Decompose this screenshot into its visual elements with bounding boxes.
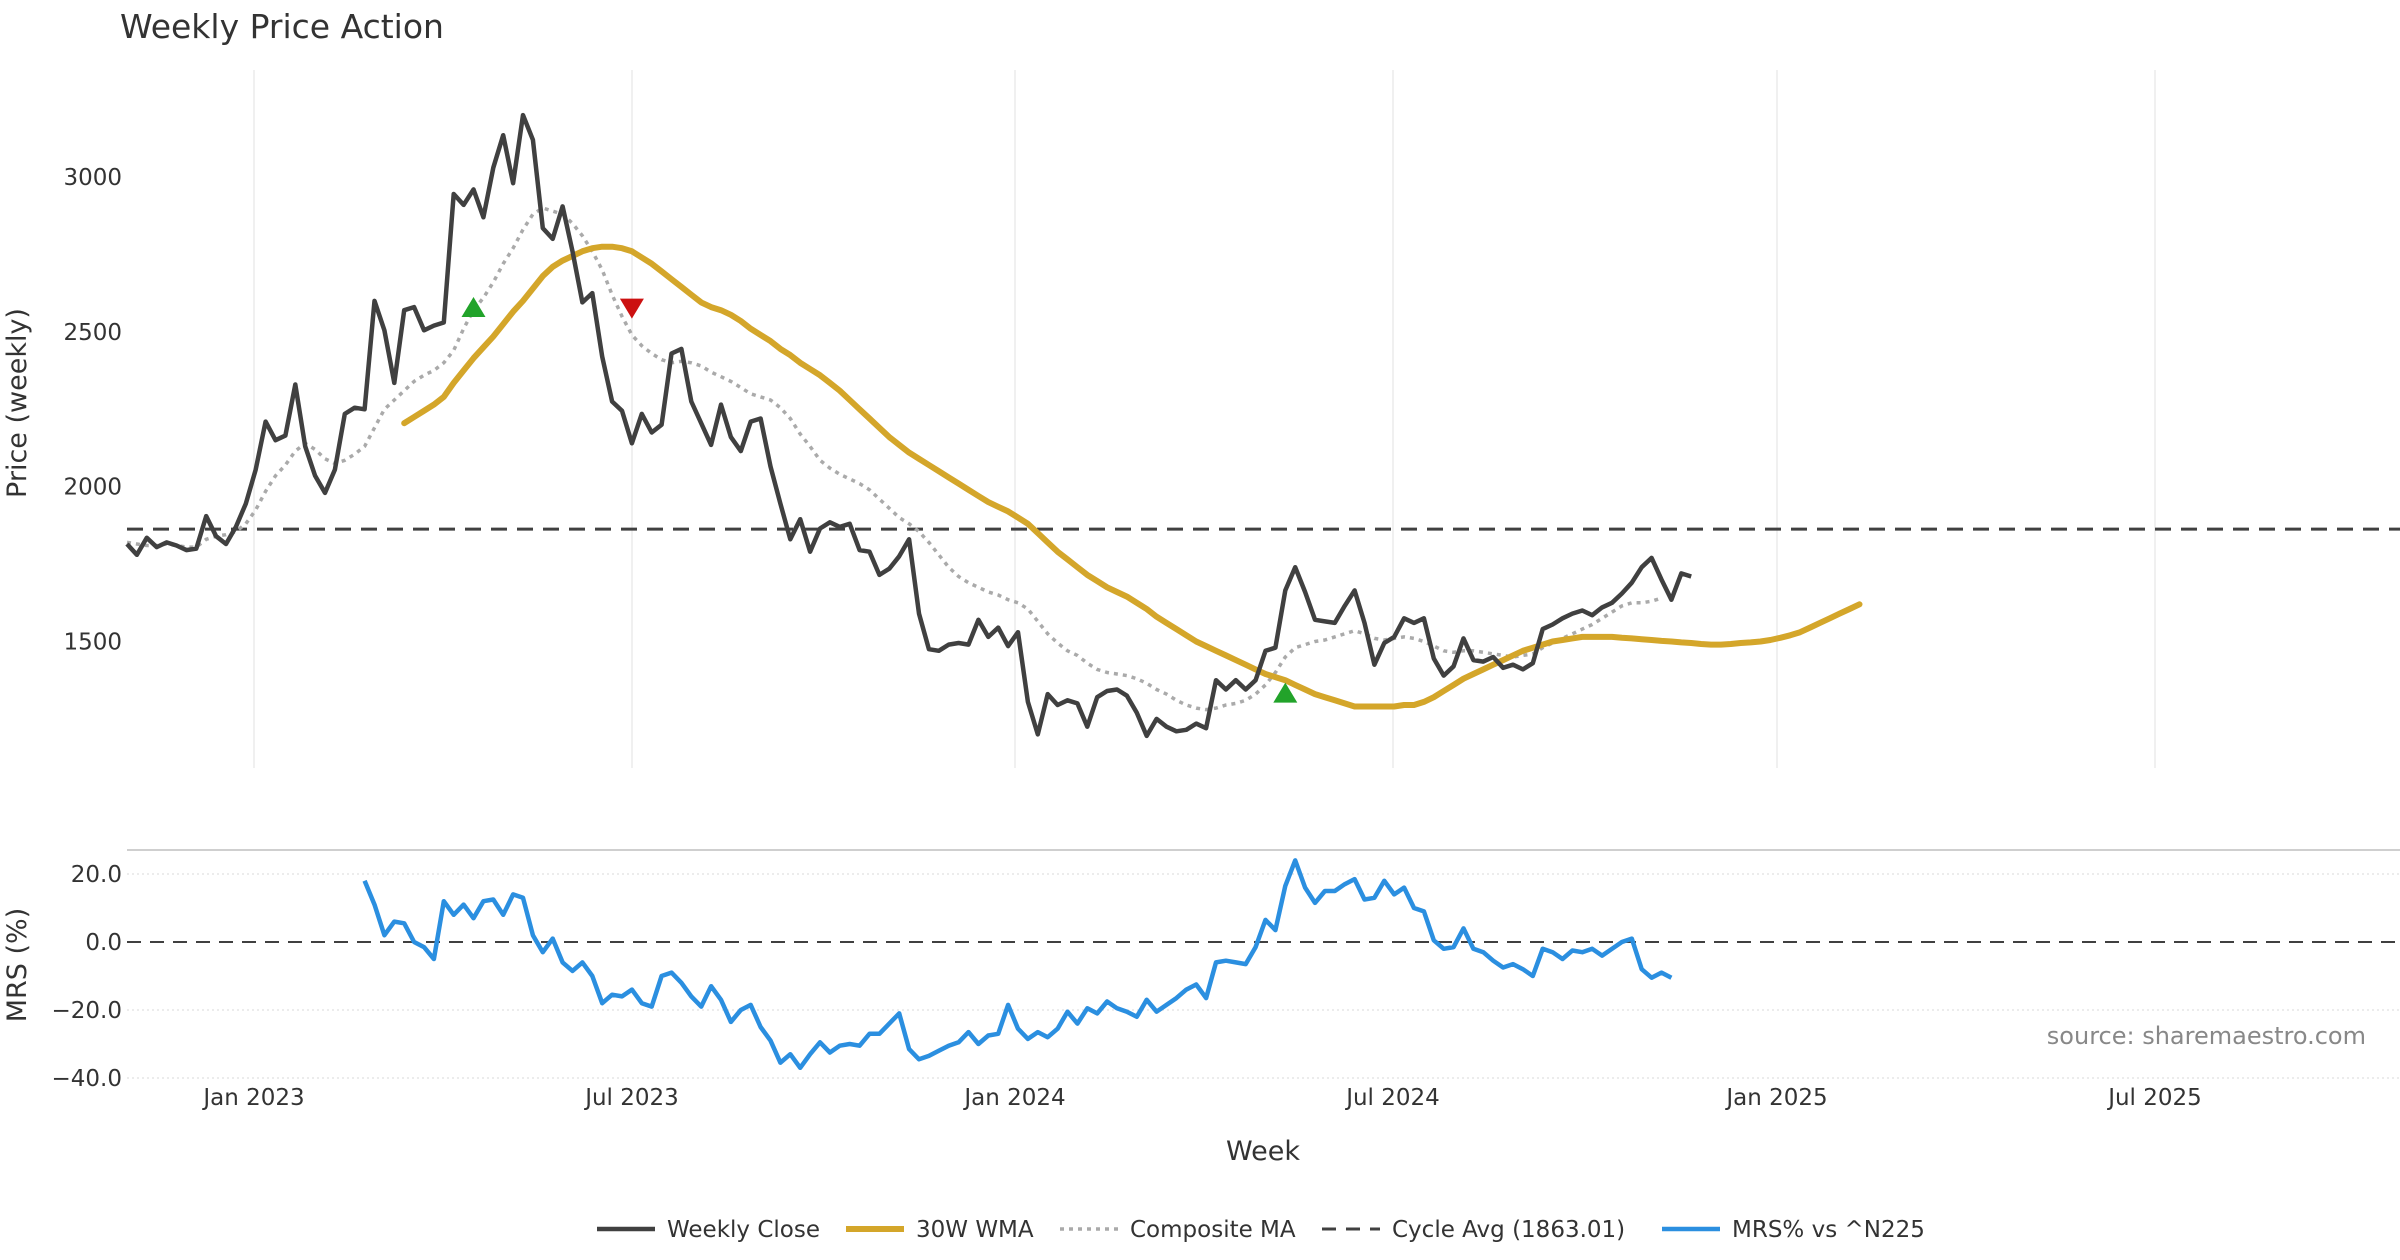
buy-signal-marker — [461, 297, 486, 318]
price-y-ticks: 1500 2000 2500 3000 — [63, 165, 122, 656]
weekly-close-line — [125, 112, 1692, 739]
price-tick-label: 3000 — [63, 165, 122, 191]
x-tick-label: Jan 2024 — [962, 1085, 1065, 1111]
chart-title: Weekly Price Action — [120, 7, 444, 46]
buy-signal-marker — [1273, 682, 1298, 703]
legend-label-wma: 30W WMA — [916, 1217, 1034, 1243]
price-series — [125, 112, 2400, 739]
mrs-series — [127, 858, 2400, 1071]
mrs-tick-label: −20.0 — [52, 998, 122, 1024]
x-tick-label: Jul 2024 — [1344, 1085, 1440, 1111]
sell-signal-marker — [619, 298, 644, 319]
x-axis-title: Week — [1226, 1136, 1300, 1167]
gridlines — [127, 70, 2400, 1079]
mrs-y-ticks: −40.0 −20.0 0.0 20.0 — [52, 862, 122, 1092]
price-tick-label: 1500 — [63, 630, 122, 656]
mrs-axis-title: MRS (%) — [2, 908, 33, 1023]
x-tick-label: Jan 2023 — [201, 1085, 304, 1111]
mrs-tick-label: −40.0 — [52, 1066, 122, 1092]
mrs-tick-label: 20.0 — [71, 862, 122, 888]
x-tick-label: Jan 2025 — [1724, 1085, 1827, 1111]
mrs-line — [362, 858, 1673, 1071]
legend-label-mrs: MRS% vs ^N225 — [1732, 1217, 1925, 1243]
mrs-panel: MRS (%) −40.0 −20.0 0.0 20.0 source: sharem… — [2, 858, 2400, 1092]
legend: Weekly Close 30W WMA Composite MA Cycle Avg… — [597, 1217, 1925, 1243]
wma-30-line — [401, 243, 1863, 710]
x-axis-ticks: Jan 2023 Jul 2023 Jan 2024 Jul 2024 Jan 2025… — [201, 1085, 2201, 1111]
price-panel: Price (weekly) 1500 2000 2500 3000 — [2, 112, 2400, 739]
mrs-tick-label: 0.0 — [85, 930, 122, 956]
legend-label-cycle: Cycle Avg (1863.01) — [1392, 1217, 1625, 1243]
price-tick-label: 2500 — [63, 320, 122, 346]
x-tick-label: Jul 2025 — [2106, 1085, 2202, 1111]
x-tick-label: Jul 2023 — [583, 1085, 679, 1111]
legend-label-composite: Composite MA — [1130, 1217, 1296, 1243]
composite-ma-line — [126, 206, 1663, 712]
legend-label-close: Weekly Close — [667, 1217, 820, 1243]
price-axis-title: Price (weekly) — [2, 308, 33, 498]
price-tick-label: 2000 — [63, 475, 122, 501]
source-note: source: sharemaestro.com — [2047, 1022, 2366, 1050]
signal-markers — [461, 297, 1298, 703]
